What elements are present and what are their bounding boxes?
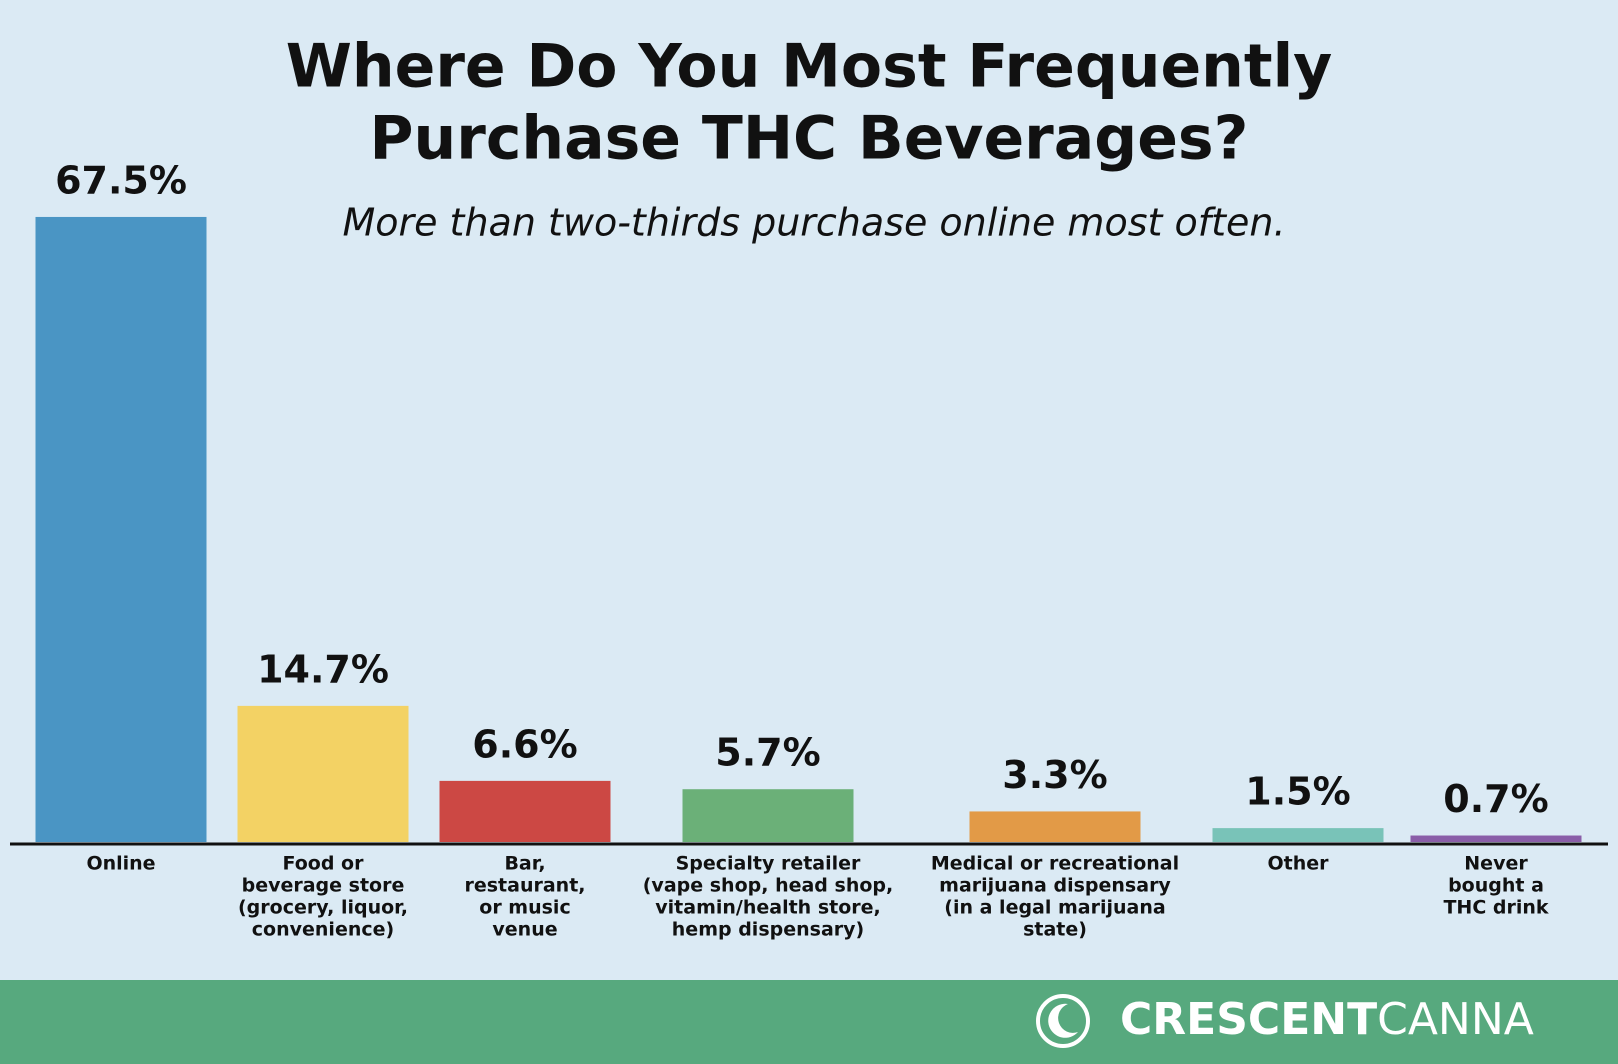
x-tick-label: vitamin/health store, <box>655 897 880 919</box>
x-tick-label: restaurant, <box>464 875 585 897</box>
value-label: 14.7% <box>257 647 389 691</box>
value-label: 5.7% <box>715 731 820 775</box>
bar <box>969 811 1141 842</box>
logo: CRESCENTCANNA <box>1036 994 1534 1048</box>
bar <box>682 789 854 842</box>
x-tick-label: venue <box>492 919 557 941</box>
value-label: 6.6% <box>472 722 577 766</box>
bar <box>439 780 611 842</box>
footer-band <box>0 980 1618 1064</box>
bar <box>1410 835 1582 842</box>
x-tick-label: THC drink <box>1443 897 1548 919</box>
x-tick-label: Other <box>1267 853 1329 875</box>
value-label: 0.7% <box>1443 777 1548 821</box>
logo-crescent <box>1048 1003 1078 1038</box>
brand: CRESCENTCANNA <box>1120 994 1534 1045</box>
value-label: 3.3% <box>1002 753 1107 797</box>
bar <box>35 216 207 842</box>
x-tick-label: Food or <box>283 853 365 875</box>
x-tick-label: beverage store <box>242 875 405 897</box>
x-tick-label: Specialty retailer <box>676 853 861 875</box>
value-label: 1.5% <box>1245 770 1350 814</box>
x-tick-label: (in a legal marijuana <box>944 897 1165 919</box>
x-tick-label: convenience) <box>252 919 394 941</box>
x-tick-label: or music <box>479 897 570 919</box>
x-tick-label: Medical or recreational <box>931 853 1179 875</box>
x-tick-label: (grocery, liquor, <box>238 897 408 919</box>
x-tick-label: state) <box>1023 919 1087 941</box>
x-tick-label: Online <box>86 853 155 875</box>
value-label: 67.5% <box>55 158 187 202</box>
x-tick-label: (vape shop, head shop, <box>643 875 893 897</box>
chart-title: Where Do You Most Frequently <box>286 32 1333 102</box>
brand-bold: CRESCENT <box>1120 994 1377 1045</box>
x-tick-label: bought a <box>1448 875 1544 897</box>
logo-ring <box>1036 994 1090 1048</box>
bar <box>237 705 409 842</box>
chart-subtitle: More than two-thirds purchase online mos… <box>342 201 1285 245</box>
x-tick-label: Never <box>1464 853 1528 875</box>
x-tick-label: marijuana dispensary <box>939 875 1171 897</box>
brand-light: CANNA <box>1377 994 1534 1045</box>
bar <box>1212 828 1384 842</box>
x-tick-label: Bar, <box>504 853 545 875</box>
chart-title: Purchase THC Beverages? <box>370 104 1249 174</box>
x-tick-label: hemp dispensary) <box>672 919 864 941</box>
